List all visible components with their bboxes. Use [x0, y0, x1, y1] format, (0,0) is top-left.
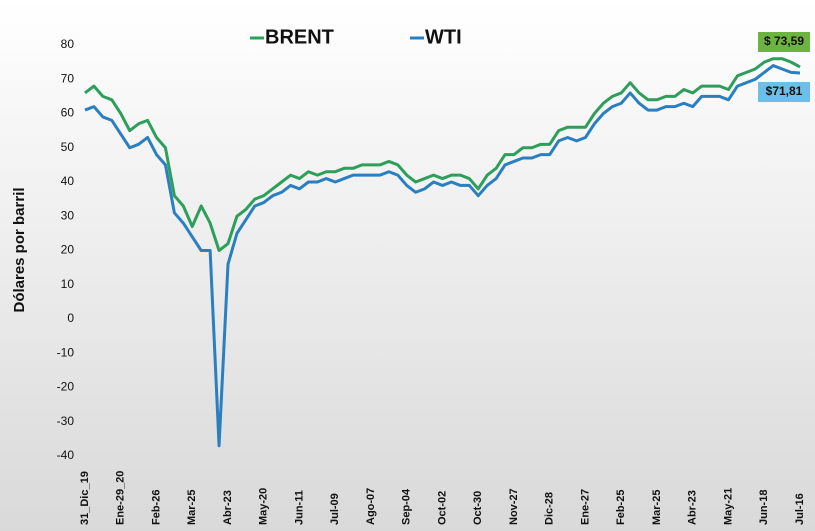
x-tick-label: Jul-16	[794, 493, 806, 525]
end-label: $71,81	[766, 84, 803, 98]
x-tick-label: Ago-07	[365, 488, 377, 525]
end-label-box	[758, 32, 810, 52]
y-tick-label: -40	[57, 448, 75, 462]
x-tick-label: Ene-29_20	[115, 471, 127, 525]
y-axis-title: Dólares por barril	[11, 187, 28, 312]
y-tick-label: 50	[61, 140, 75, 154]
x-tick-label: Oct-02	[436, 491, 448, 525]
x-tick-label: Mar-25	[186, 490, 198, 525]
y-tick-label: 20	[61, 243, 75, 257]
x-tick-label: May-21	[722, 488, 734, 525]
y-tick-label: 40	[61, 174, 75, 188]
x-tick-label: Nov-27	[508, 488, 520, 525]
y-tick-label: 60	[61, 106, 75, 120]
y-tick-label: 30	[61, 208, 75, 222]
end-label-box	[758, 82, 810, 102]
series-line	[84, 64, 801, 448]
x-tick-label: Mar-25	[651, 490, 663, 525]
x-tick-label: Dic-28	[544, 492, 556, 525]
x-tick-label: Jun-11	[293, 490, 305, 525]
x-tick-label: Sep-04	[401, 488, 413, 525]
end-label: $ 73,59	[764, 34, 804, 48]
y-tick-label: 80	[61, 37, 75, 51]
y-tick-label: 0	[67, 311, 74, 325]
x-tick-label: Jul-09	[329, 493, 341, 525]
y-tick-label: -30	[57, 414, 75, 428]
y-tick-label: 70	[61, 71, 75, 85]
legend-label: WTI	[425, 26, 462, 48]
y-tick-label: -20	[57, 380, 75, 394]
x-tick-label: Abr-23	[687, 490, 699, 525]
x-tick-label: 31_Dic_19	[79, 471, 91, 525]
series-line	[84, 57, 801, 252]
legend-label: BRENT	[265, 26, 334, 48]
x-tick-label: Feb-26	[150, 490, 162, 525]
x-tick-label: Jun-18	[758, 490, 770, 525]
x-tick-label: Feb-25	[615, 490, 627, 525]
x-tick-label: Abr-23	[222, 490, 234, 525]
y-tick-label: 10	[61, 277, 75, 291]
x-tick-label: Oct-30	[472, 491, 484, 525]
x-tick-label: May-20	[258, 488, 270, 525]
y-tick-label: -10	[57, 345, 75, 359]
x-tick-label: Ene-27	[579, 489, 591, 525]
